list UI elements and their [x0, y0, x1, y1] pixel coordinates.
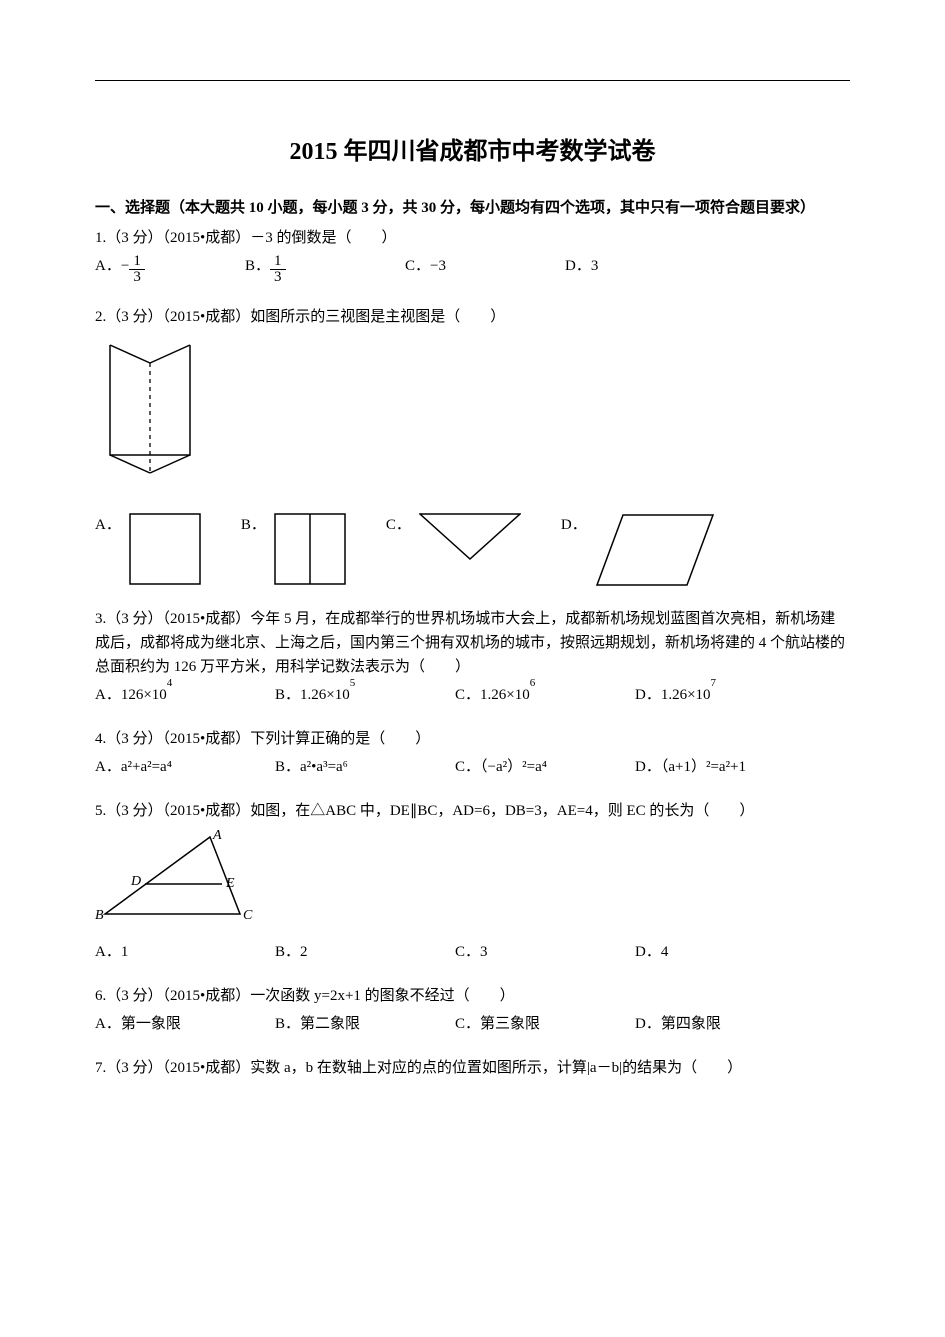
q6-choice-d: D．第四象限: [635, 1012, 795, 1036]
q1-b-fraction: 1 3: [270, 254, 286, 285]
q3-b-pre: B．1.26×10: [275, 683, 350, 707]
question-2: 2.（3 分）（2015•成都）如图所示的三视图是主视图是（ ） A．: [95, 305, 850, 587]
q3-c-pre: C．1.26×10: [455, 683, 530, 707]
q2-c-svg: [419, 513, 521, 561]
q1-choice-d: D．3: [565, 254, 725, 285]
question-6: 6.（3 分）（2015•成都）一次函数 y=2x+1 的图象不经过（ ） A．…: [95, 984, 850, 1036]
q2-choice-a: A．: [95, 513, 201, 585]
q5-label-b: B: [95, 908, 104, 923]
q1-a-denominator: 3: [129, 270, 145, 285]
q2-d-label: D．: [561, 513, 587, 537]
q1-choice-b: B． 1 3: [245, 254, 405, 285]
q3-choices: A．126×104 B．1.26×105 C．1.26×106 D．1.26×1…: [95, 683, 850, 707]
q1-a-label: A．: [95, 254, 121, 278]
top-horizontal-rule: [95, 80, 850, 81]
q4-text: 4.（3 分）（2015•成都）下列计算正确的是（ ）: [95, 727, 850, 751]
q6-text: 6.（3 分）（2015•成都）一次函数 y=2x+1 的图象不经过（ ）: [95, 984, 850, 1008]
q2-choice-d: D．: [561, 513, 715, 587]
q5-label-c: C: [243, 908, 253, 923]
q6-choices: A．第一象限 B．第二象限 C．第三象限 D．第四象限: [95, 1012, 850, 1036]
q1-a-numerator: 1: [129, 254, 145, 270]
question-4: 4.（3 分）（2015•成都）下列计算正确的是（ ） A．a²+a²=a⁴ B…: [95, 727, 850, 779]
prism-svg: [95, 335, 225, 495]
q5-svg: A B C D E: [95, 829, 275, 924]
q2-c-label: C．: [386, 513, 411, 537]
q6-choice-a: A．第一象限: [95, 1012, 275, 1036]
q2-b-svg: [274, 513, 346, 585]
q2-a-label: A．: [95, 513, 121, 537]
q2-text: 2.（3 分）（2015•成都）如图所示的三视图是主视图是（ ）: [95, 305, 850, 329]
q3-choice-a: A．126×104: [95, 683, 275, 707]
q5-choice-b: B．2: [275, 940, 455, 964]
question-7: 7.（3 分）（2015•成都）实数 a，b 在数轴上对应的点的位置如图所示，计…: [95, 1056, 850, 1080]
q3-text: 3.（3 分）（2015•成都）今年 5 月，在成都举行的世界机场城市大会上，成…: [95, 607, 850, 679]
q1-a-sign: −: [121, 254, 129, 278]
q5-choice-c: C．3: [455, 940, 635, 964]
q5-label-a: A: [212, 829, 222, 843]
question-5: 5.（3 分）（2015•成都）如图，在△ABC 中，DE∥BC，AD=6，DB…: [95, 799, 850, 964]
q4-choice-c: C．（−a²）²=a⁴: [455, 755, 635, 779]
q1-text: 1.（3 分）（2015•成都）－3 的倒数是（ ）: [95, 226, 850, 250]
q1-choices: A． − 1 3 B． 1 3 C．−3 D．3: [95, 254, 850, 285]
q2-choices: A． B． C． D．: [95, 513, 850, 587]
q3-d-pre: D．1.26×10: [635, 683, 711, 707]
q2-b-label: B．: [241, 513, 266, 537]
q3-a-pre: A．126×10: [95, 683, 167, 707]
section-1-heading: 一、选择题（本大题共 10 小题，每小题 3 分，共 30 分，每小题均有四个选…: [95, 196, 850, 222]
q5-choice-d: D．4: [635, 940, 795, 964]
q2-a-svg: [129, 513, 201, 585]
exam-title: 2015 年四川省成都市中考数学试卷: [95, 131, 850, 166]
q1-choice-a: A． − 1 3: [95, 254, 245, 285]
q5-choices: A．1 B．2 C．3 D．4: [95, 940, 850, 964]
q1-choice-c: C．−3: [405, 254, 565, 285]
q3-choice-c: C．1.26×106: [455, 683, 635, 707]
q3-choice-d: D．1.26×107: [635, 683, 795, 707]
q5-triangle-figure: A B C D E: [95, 829, 850, 932]
q3-choice-b: B．1.26×105: [275, 683, 455, 707]
q4-choice-d: D．（a+1）²=a²+1: [635, 755, 795, 779]
q4-choice-a: A．a²+a²=a⁴: [95, 755, 275, 779]
q6-choice-c: C．第三象限: [455, 1012, 635, 1036]
q1-b-label: B．: [245, 254, 270, 278]
q2-d-svg: [595, 513, 715, 587]
q5-label-e: E: [225, 876, 235, 891]
q6-choice-b: B．第二象限: [275, 1012, 455, 1036]
q2-choice-c: C．: [386, 513, 521, 561]
q2-choice-b: B．: [241, 513, 346, 585]
question-1: 1.（3 分）（2015•成都）－3 的倒数是（ ） A． − 1 3 B． 1…: [95, 226, 850, 285]
q1-a-fraction: 1 3: [129, 254, 145, 285]
q1-b-denominator: 3: [270, 270, 286, 285]
q5-label-d: D: [130, 874, 141, 889]
q2-prism-figure: [95, 335, 850, 503]
q5-choice-a: A．1: [95, 940, 275, 964]
q7-text: 7.（3 分）（2015•成都）实数 a，b 在数轴上对应的点的位置如图所示，计…: [95, 1056, 850, 1080]
question-3: 3.（3 分）（2015•成都）今年 5 月，在成都举行的世界机场城市大会上，成…: [95, 607, 850, 707]
q4-choice-b: B．a²•a³=a⁶: [275, 755, 455, 779]
q5-text: 5.（3 分）（2015•成都）如图，在△ABC 中，DE∥BC，AD=6，DB…: [95, 799, 850, 823]
q1-b-numerator: 1: [270, 254, 286, 270]
q4-choices: A．a²+a²=a⁴ B．a²•a³=a⁶ C．（−a²）²=a⁴ D．（a+1…: [95, 755, 850, 779]
